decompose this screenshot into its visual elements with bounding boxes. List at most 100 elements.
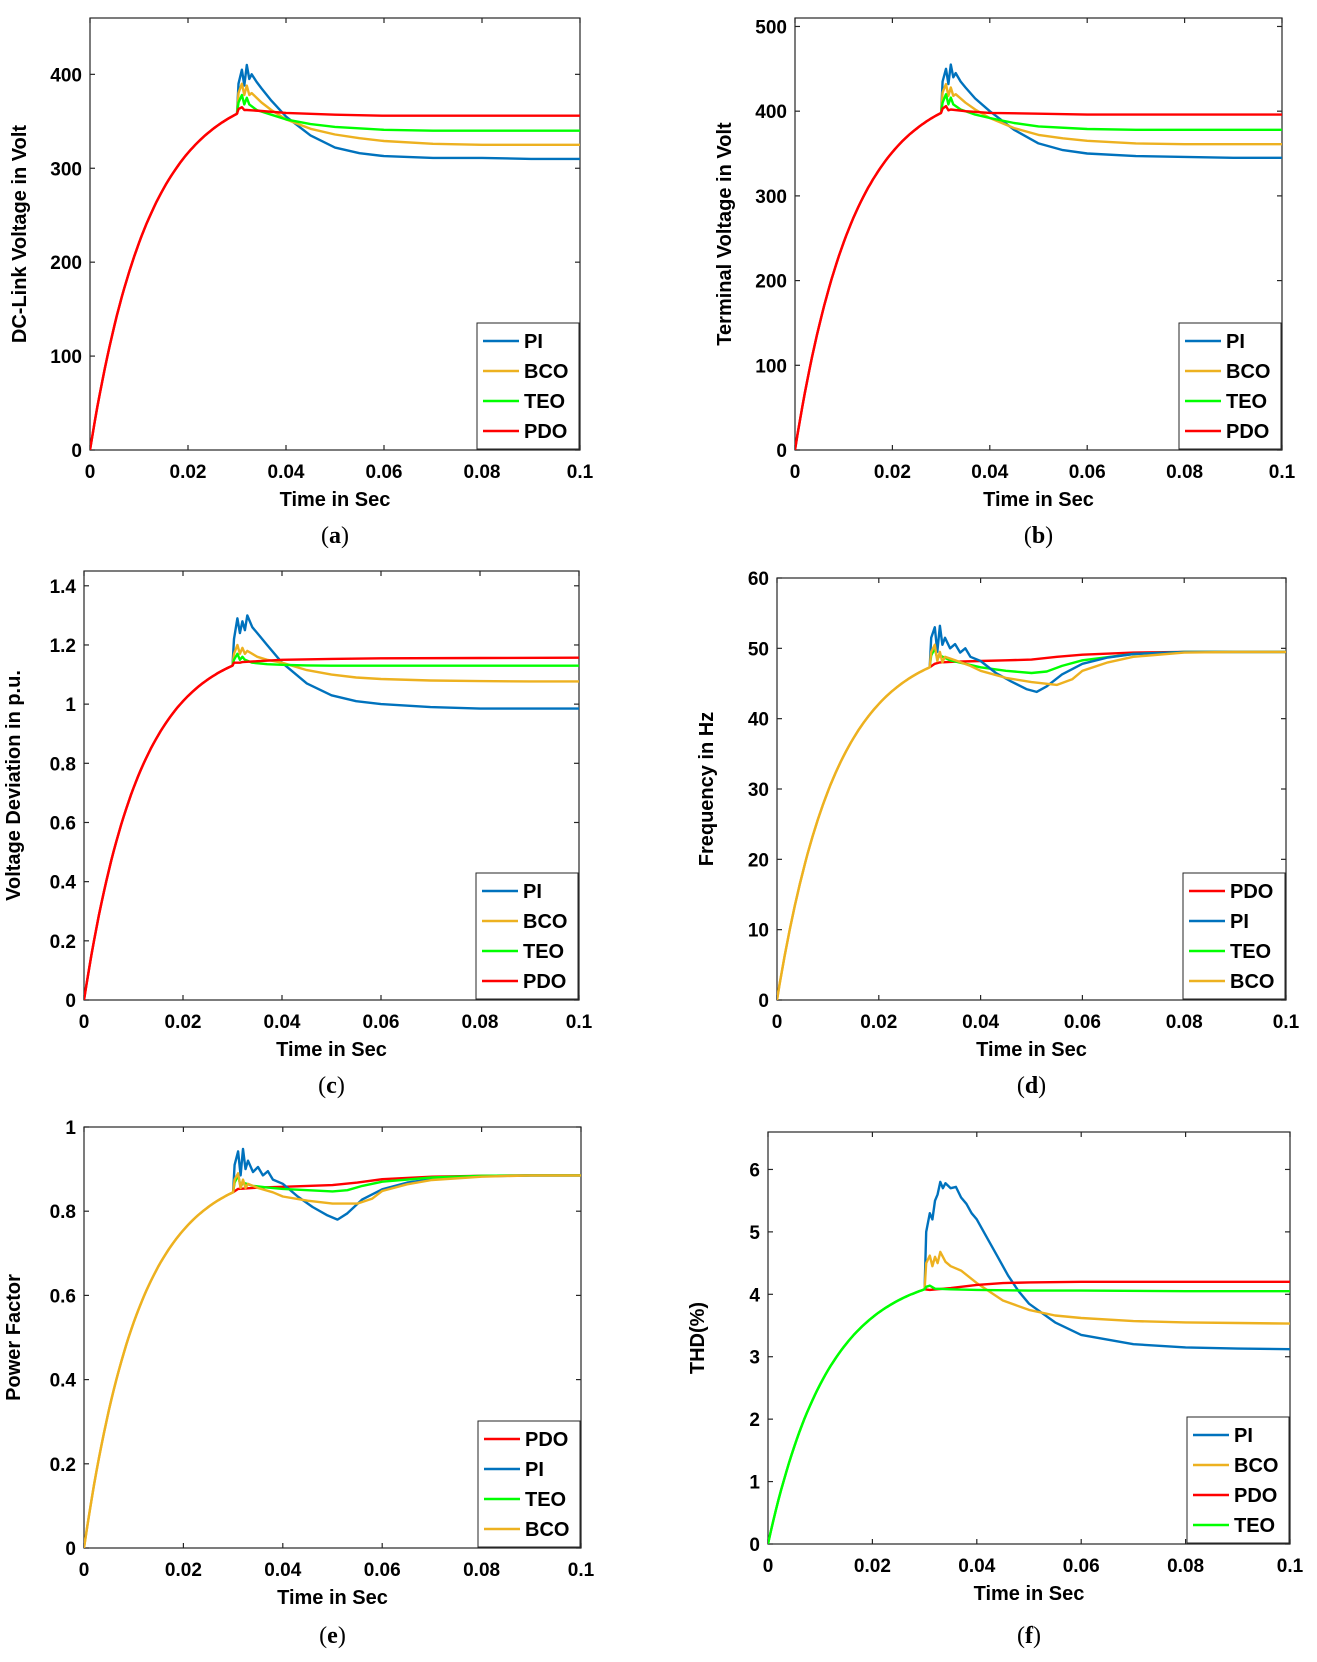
legend-label-teo: TEO bbox=[523, 941, 564, 963]
x-axis-label: Time in Sec bbox=[974, 1583, 1085, 1605]
legend: PI BCO TEO PDO bbox=[475, 872, 579, 1000]
y-tick-label: 4 bbox=[749, 1285, 760, 1306]
y-tick-label: 0 bbox=[749, 1535, 760, 1556]
legend-label-pi: PI bbox=[523, 881, 542, 903]
y-tick-label: 60 bbox=[748, 569, 769, 590]
x-tick-label: 0.04 bbox=[264, 1012, 301, 1033]
legend-box bbox=[477, 1420, 581, 1548]
y-tick-label: 6 bbox=[749, 1160, 760, 1181]
legend: PI BCO TEO PDO bbox=[1178, 322, 1282, 450]
x-tick-label: 0.06 bbox=[366, 462, 403, 483]
legend: PDO PI TEO BCO bbox=[1182, 872, 1286, 1000]
legend-label-pdo: PDO bbox=[524, 421, 567, 443]
y-axis-label: Voltage Deviation in p.u. bbox=[3, 670, 25, 901]
y-tick-label: 300 bbox=[50, 159, 82, 180]
y-axis-label: Power Factor bbox=[3, 1274, 25, 1401]
legend-box bbox=[476, 322, 580, 450]
panel-caption: (f) bbox=[1017, 1623, 1041, 1649]
series-line-teo bbox=[231, 652, 579, 667]
x-tick-label: 0.08 bbox=[464, 462, 501, 483]
x-tick-label: 0.1 bbox=[566, 1012, 593, 1033]
y-tick-label: 0 bbox=[71, 441, 82, 462]
x-tick-label: 0.06 bbox=[363, 1012, 400, 1033]
chart-d: 0 0.02 0.04 0.06 0.08 0.1 0 10 20 30 40 50 60 Time in… bbox=[696, 569, 1300, 1099]
x-tick-label: 0 bbox=[79, 1012, 90, 1033]
series-line-pi bbox=[923, 1180, 1290, 1351]
panel-caption: (d) bbox=[1017, 1073, 1046, 1099]
series-line-pi bbox=[235, 63, 580, 161]
x-tick-label: 0.08 bbox=[462, 1012, 499, 1033]
series-line-bco bbox=[235, 82, 580, 146]
y-axis-label: THD(%) bbox=[687, 1302, 709, 1374]
legend-box bbox=[1182, 872, 1286, 1000]
x-tick-label: 0 bbox=[763, 1556, 774, 1577]
legend-label-teo: TEO bbox=[1234, 1515, 1275, 1537]
y-tick-label: 0.6 bbox=[50, 813, 76, 834]
legend-label-pdo: PDO bbox=[1230, 881, 1273, 903]
legend-label-teo: TEO bbox=[1226, 391, 1267, 413]
y-tick-label: 500 bbox=[755, 17, 787, 38]
y-tick-label: 100 bbox=[755, 356, 787, 377]
x-axis-label: Time in Sec bbox=[976, 1039, 1087, 1061]
series-line-pi bbox=[939, 63, 1282, 159]
y-tick-label: 0.4 bbox=[50, 1371, 77, 1392]
series-rise-pdo bbox=[795, 111, 942, 450]
x-tick-label: 0.04 bbox=[264, 1560, 301, 1581]
series-rise-pdo bbox=[84, 664, 233, 1000]
legend-label-bco: BCO bbox=[525, 1519, 569, 1541]
x-tick-label: 0.06 bbox=[1069, 462, 1106, 483]
x-tick-label: 0.04 bbox=[268, 462, 305, 483]
series-line-bco bbox=[923, 1250, 1290, 1325]
legend-label-pi: PI bbox=[1230, 911, 1249, 933]
x-axis-label: Time in Sec bbox=[983, 489, 1094, 511]
legend-box bbox=[475, 872, 579, 1000]
y-tick-label: 0.2 bbox=[50, 1455, 76, 1476]
x-tick-label: 0.06 bbox=[364, 1560, 401, 1581]
x-tick-label: 0.1 bbox=[1269, 462, 1296, 483]
legend-label-teo: TEO bbox=[1230, 941, 1271, 963]
x-tick-label: 0.1 bbox=[568, 1560, 595, 1581]
x-tick-label: 0.02 bbox=[874, 462, 911, 483]
legend-label-pdo: PDO bbox=[525, 1429, 568, 1451]
series-rise-teo bbox=[768, 1288, 925, 1544]
y-tick-label: 200 bbox=[50, 253, 82, 274]
series-line-pi bbox=[231, 1147, 581, 1221]
legend-box bbox=[1178, 322, 1282, 450]
panel-caption: (e) bbox=[319, 1623, 346, 1649]
y-tick-label: 0.6 bbox=[50, 1286, 76, 1307]
legend-label-bco: BCO bbox=[1226, 361, 1270, 383]
series-line-teo bbox=[235, 93, 580, 132]
chart-f: 0 0.02 0.04 0.06 0.08 0.1 0 1 2 3 4 5 6 Time in Sec TH… bbox=[687, 1131, 1304, 1649]
x-tick-label: 0.02 bbox=[165, 1012, 202, 1033]
legend-label-pdo: PDO bbox=[1226, 421, 1269, 443]
y-tick-label: 20 bbox=[748, 850, 769, 871]
y-tick-label: 10 bbox=[748, 921, 769, 942]
series-line-bco bbox=[939, 82, 1282, 146]
x-tick-label: 0.08 bbox=[463, 1560, 500, 1581]
y-tick-label: 5 bbox=[749, 1223, 760, 1244]
legend-label-pi: PI bbox=[525, 1459, 544, 1481]
series-rise-bco bbox=[777, 666, 931, 1000]
x-tick-label: 0 bbox=[85, 462, 96, 483]
y-tick-label: 30 bbox=[748, 780, 769, 801]
x-tick-label: 0.06 bbox=[1064, 1012, 1101, 1033]
x-tick-label: 0.1 bbox=[1273, 1012, 1300, 1033]
chart-e: 0 0.02 0.04 0.06 0.08 0.1 0 0.2 0.4 0.6 0.8 1 Time i… bbox=[3, 1118, 595, 1649]
x-tick-label: 0.1 bbox=[1277, 1556, 1304, 1577]
legend: PI BCO PDO TEO bbox=[1186, 1416, 1290, 1544]
chart-b: 0 0.02 0.04 0.06 0.08 0.1 0 100 200 300 400 500 Time… bbox=[714, 17, 1296, 549]
series-rise-pdo bbox=[90, 112, 238, 450]
y-axis-label: DC-Link Voltage in Volt bbox=[9, 125, 31, 343]
y-tick-label: 1 bbox=[749, 1473, 760, 1494]
x-tick-label: 0 bbox=[772, 1012, 783, 1033]
chart-a: 0 0.02 0.04 0.06 0.08 0.1 0 100 200 300 400 Time in… bbox=[9, 17, 594, 549]
x-axis-label: Time in Sec bbox=[276, 1039, 387, 1061]
x-tick-label: 0.04 bbox=[971, 462, 1008, 483]
y-tick-label: 0 bbox=[65, 991, 76, 1012]
y-tick-label: 0.8 bbox=[50, 1202, 76, 1223]
y-tick-label: 100 bbox=[50, 347, 82, 368]
legend-label-pi: PI bbox=[524, 331, 543, 353]
legend-label-bco: BCO bbox=[523, 911, 567, 933]
legend-label-bco: BCO bbox=[1230, 971, 1274, 993]
series-line-teo bbox=[939, 93, 1282, 131]
